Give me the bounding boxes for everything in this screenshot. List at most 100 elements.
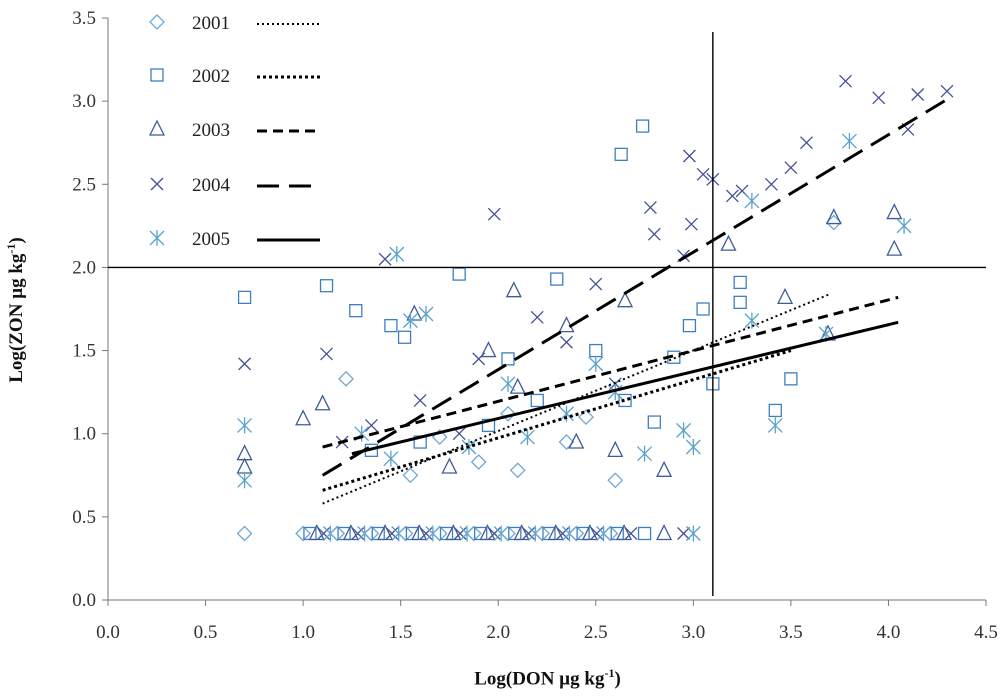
floor-point (522, 527, 535, 540)
y-tick-label: 1.5 (72, 341, 96, 362)
data-point-2005 (418, 305, 434, 322)
data-point-2003 (505, 281, 522, 298)
data-point-2005 (637, 445, 653, 462)
data-point-2002 (237, 290, 252, 305)
data-point-2003 (295, 409, 312, 426)
data-point-2004 (940, 84, 954, 98)
data-point-2005 (237, 472, 253, 489)
floor-point (308, 524, 325, 541)
floor-point (590, 527, 604, 540)
x-tick-label: 4.5 (974, 622, 998, 643)
floor-point (453, 527, 467, 540)
data-point-2004 (643, 201, 657, 215)
data-point-2002 (530, 393, 544, 408)
data-point-2005 (685, 439, 701, 456)
floor-point (685, 525, 701, 542)
data-point-2003 (776, 287, 794, 305)
legend-label-2001: 2001 (192, 13, 230, 34)
floor-point (677, 527, 691, 540)
data-point-2004 (378, 252, 392, 266)
data-point-2004 (684, 217, 698, 231)
data-point-2003 (441, 457, 458, 474)
floor-point (616, 524, 633, 541)
data-point-2002 (647, 415, 661, 429)
floor-point (581, 524, 598, 541)
data-point-2002 (384, 318, 398, 333)
y-tick-label: 1.0 (72, 424, 96, 445)
data-point-2004 (530, 310, 544, 324)
legend-marker-2002 (150, 68, 164, 82)
axes-group: 0.0 0.5 1.0 1.5 2.0 2.5 3.0 3.5 4.0 4.5 0.0 0.5 1.0 1… (72, 8, 998, 643)
data-point-2003 (236, 457, 253, 474)
data-point-2001 (607, 472, 624, 489)
data-point-2005 (767, 417, 783, 434)
data-point-2001 (825, 214, 842, 231)
data-point-2001 (558, 434, 575, 450)
data-point-2002 (784, 372, 798, 386)
legend-label-2003: 2003 (192, 120, 230, 141)
data-point-2005 (237, 417, 253, 434)
y-tick-label: 2.0 (72, 257, 96, 278)
floor-point (568, 525, 585, 542)
data-point-2001 (470, 454, 487, 470)
data-point-2004 (911, 88, 925, 101)
floor-point (547, 524, 564, 541)
x-tick-label: 3.5 (779, 622, 803, 643)
floor-point (624, 527, 638, 540)
floor-point (479, 524, 496, 541)
x-tick-label: 4.0 (877, 622, 901, 643)
data-point-2003 (616, 291, 634, 308)
trend-line-2003 (322, 295, 899, 449)
data-point-2002 (589, 343, 603, 358)
floor-point (295, 525, 312, 542)
data-point-2005 (744, 192, 760, 209)
floor-point (431, 525, 448, 542)
x-tick-label: 1.5 (389, 622, 413, 643)
legend: 2001 2002 2003 2004 2005 (140, 6, 332, 254)
data-point-2002 (349, 304, 363, 318)
data-point-2004 (238, 357, 252, 371)
y-tick-label: 3.5 (72, 8, 96, 29)
x-tick-label: 0.5 (194, 622, 218, 643)
data-point-2002 (550, 272, 564, 286)
data-point-2005 (607, 384, 623, 401)
data-point-2004 (682, 149, 696, 163)
floor-point (385, 527, 399, 540)
trend-line-2001 (322, 293, 831, 505)
data-point-2002 (501, 352, 515, 366)
y-tick-label: 2.5 (72, 174, 96, 195)
data-point-2004 (725, 189, 739, 203)
data-point-2002 (696, 302, 710, 316)
data-point-2003 (656, 460, 673, 477)
data-point-2005 (841, 133, 857, 150)
reference-lines (108, 32, 986, 596)
data-point-2004 (696, 167, 710, 181)
y-tick-label: 0.0 (72, 590, 96, 611)
floor-point (411, 524, 428, 541)
data-point-2005 (744, 312, 760, 329)
floor-point (236, 525, 253, 542)
data-point-2002 (618, 393, 632, 408)
floor-point (637, 526, 652, 541)
data-point-2001 (338, 370, 354, 387)
data-point-2004 (413, 393, 427, 407)
floor-point (656, 524, 673, 541)
data-point-2002 (682, 318, 697, 333)
data-point-2004 (320, 347, 333, 361)
scatter-points (236, 74, 954, 542)
data-point-2005 (389, 246, 405, 263)
floor-point (465, 525, 482, 542)
data-point-2002 (733, 275, 747, 290)
y-axis-title: Log(ZON µg kg-1) (3, 237, 28, 383)
floor-point (487, 527, 501, 540)
floor-point (419, 527, 433, 540)
data-point-2001 (500, 405, 516, 422)
data-point-2002 (319, 279, 334, 293)
trend-lines (321, 98, 948, 505)
data-point-2004 (839, 74, 852, 88)
data-point-2004 (800, 136, 813, 150)
data-point-2005 (559, 405, 574, 422)
data-point-2003 (720, 234, 737, 251)
legend-background (140, 168, 332, 200)
